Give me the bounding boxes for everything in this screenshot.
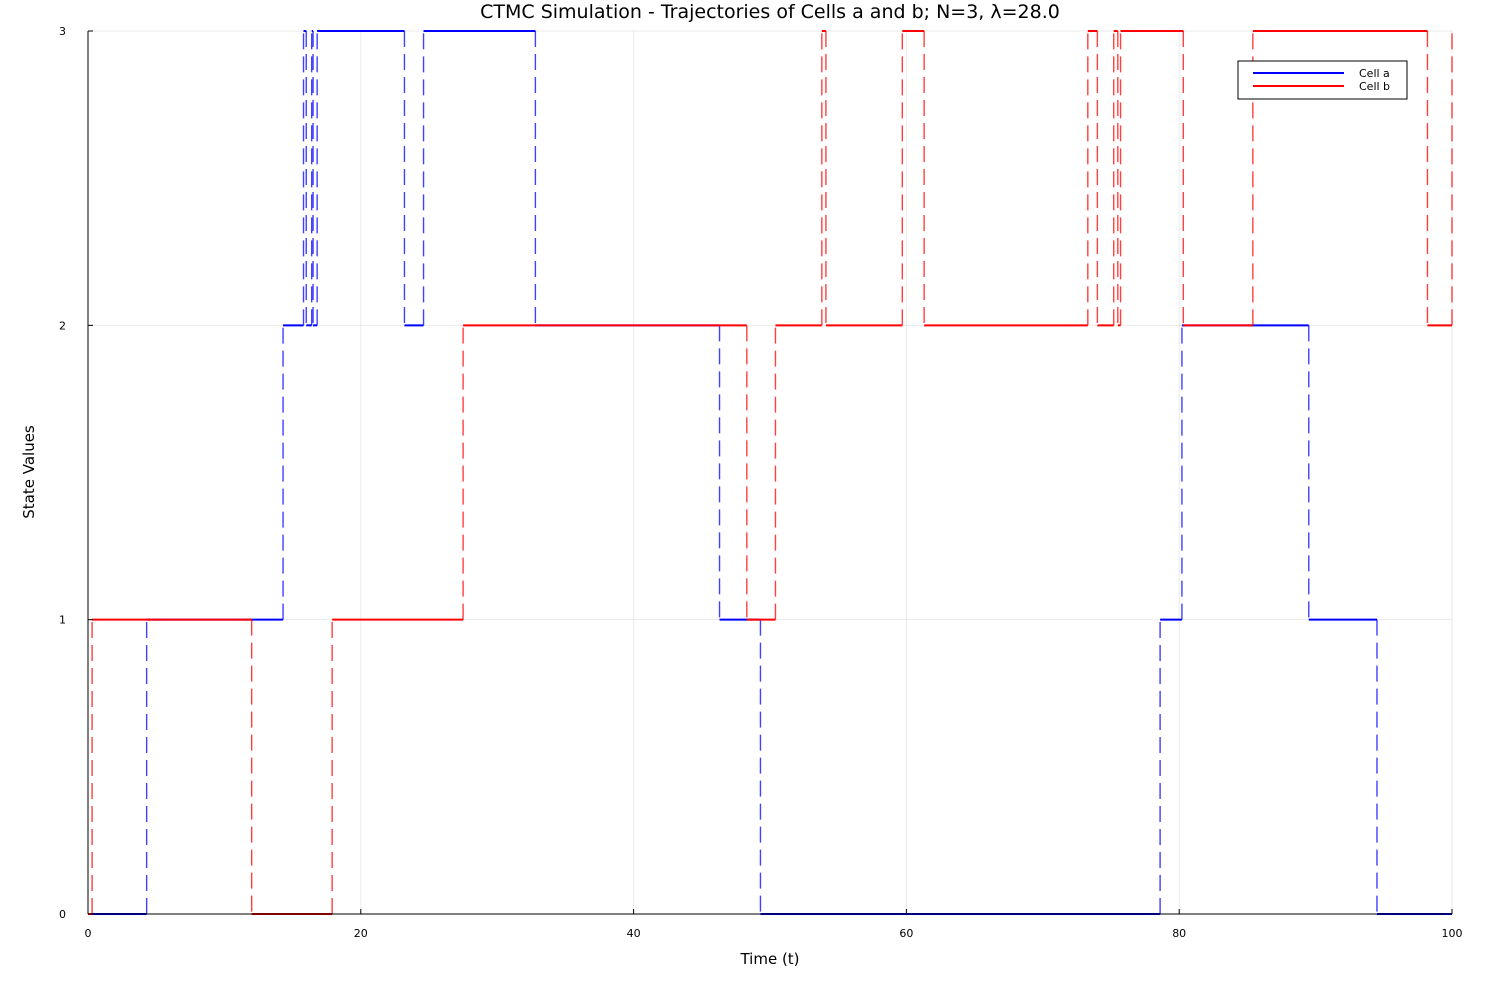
legend-label: Cell a bbox=[1359, 67, 1390, 80]
legend-box bbox=[1237, 60, 1408, 100]
axes bbox=[87, 31, 1452, 915]
x-tick-label: 100 bbox=[1442, 927, 1463, 940]
x-tick-label: 0 bbox=[85, 927, 92, 940]
chart-title: CTMC Simulation - Trajectories of Cells … bbox=[480, 1, 1060, 23]
x-tick-label: 80 bbox=[1172, 927, 1186, 940]
y-tick-label: 2 bbox=[59, 319, 66, 332]
ticks: 0 20 40 60 80 100 0 1 2 3 bbox=[59, 25, 1463, 940]
y-axis-label: State Values bbox=[20, 425, 38, 519]
x-tick-label: 20 bbox=[354, 927, 368, 940]
x-axis-label: Time (t) bbox=[739, 950, 799, 968]
grid bbox=[87, 30, 1453, 915]
y-tick-label: 1 bbox=[59, 614, 66, 627]
y-tick-label: 0 bbox=[59, 908, 66, 921]
x-tick-label: 60 bbox=[899, 927, 913, 940]
legend-label: Cell b bbox=[1359, 80, 1390, 93]
series-cell-a bbox=[88, 30, 1452, 915]
y-tick-label: 3 bbox=[59, 25, 66, 38]
plot-area bbox=[88, 30, 1453, 915]
series-cell-b bbox=[88, 30, 1453, 915]
x-tick-label: 40 bbox=[627, 927, 641, 940]
